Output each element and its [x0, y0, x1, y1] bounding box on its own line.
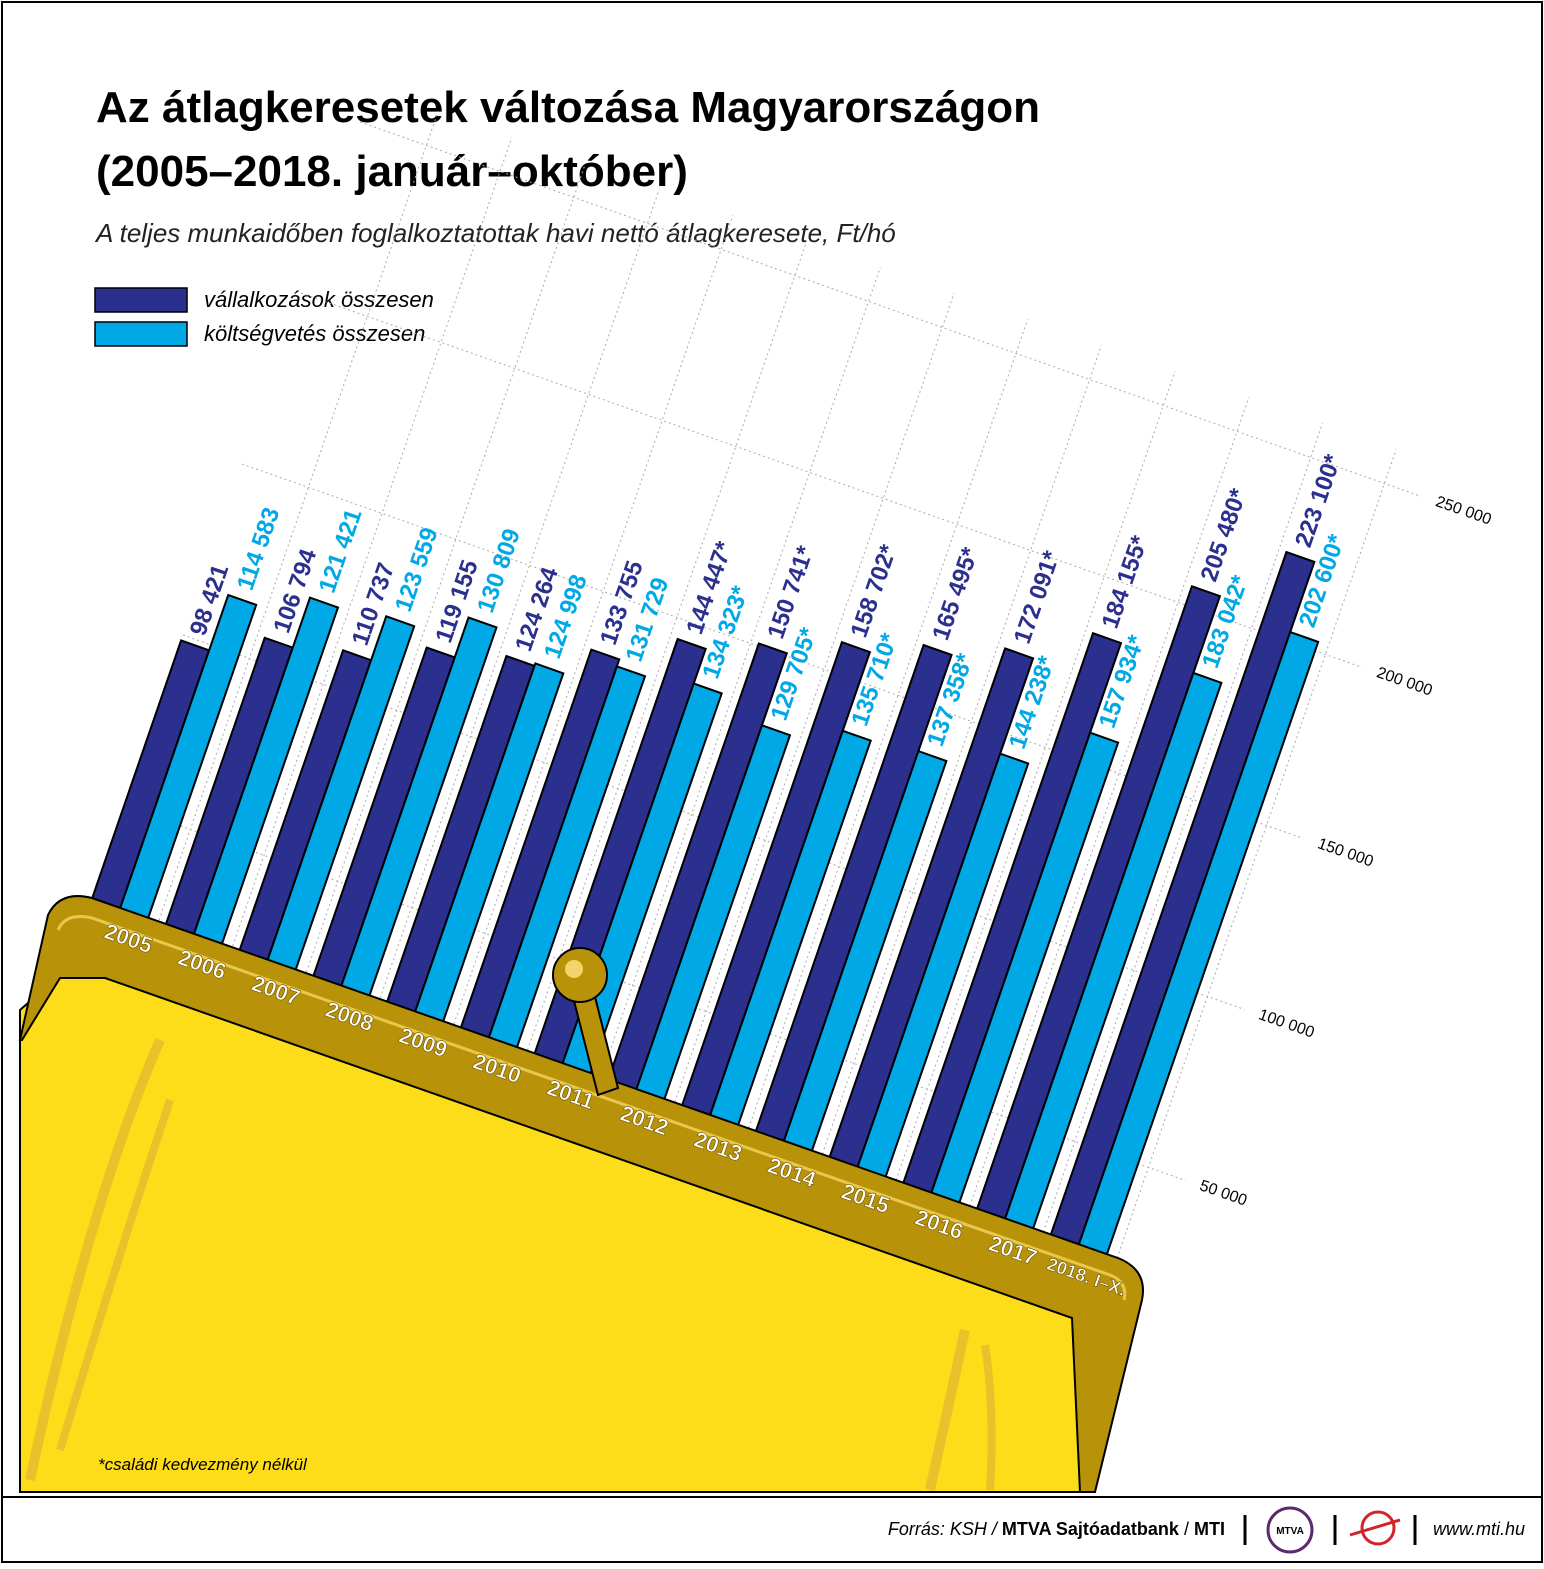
- column-guide: [867, 371, 1176, 1261]
- chart-title: Az átlagkeresetek változása Magyarország…: [96, 83, 1040, 132]
- logo: [1266, 1506, 1314, 1554]
- column-guide: [941, 397, 1250, 1287]
- legend-swatch: [94, 321, 188, 347]
- column-guide: [1015, 423, 1324, 1313]
- purse-fold: [925, 1328, 970, 1492]
- column-guide: [351, 189, 660, 1079]
- footnote: *családi kedvezmény nélkül: [98, 1455, 308, 1474]
- purse-fold: [25, 1037, 165, 1482]
- source: Forrás: KSH / MTVA Sajtóadatbank / MTI: [888, 1519, 1225, 1539]
- column-guide: [499, 241, 808, 1131]
- website: www.mti.hu: [1433, 1519, 1525, 1539]
- source-part: MTVA Sajtóadatbank: [1002, 1519, 1180, 1539]
- column-guide: [278, 163, 587, 1053]
- column-guide: [1088, 449, 1397, 1339]
- chart-subtitle: A teljes munkaidőben foglalkoztatottak h…: [94, 218, 896, 248]
- column-guide: [573, 267, 881, 1157]
- purse-fold: [56, 1098, 174, 1452]
- logo-text: MTVA: [1276, 1526, 1304, 1537]
- legend-swatch: [94, 287, 188, 313]
- legend: vállalkozások összesen költségvetés össze…: [94, 287, 434, 347]
- purse-frame: [18, 895, 1144, 1493]
- column-guide: [646, 293, 955, 1183]
- legend-label: költségvetés összesen: [204, 321, 425, 346]
- column-guide: [130, 111, 439, 1001]
- column-guide: [204, 137, 513, 1027]
- column-guide: [720, 319, 1029, 1209]
- chart-title: (2005–2018. január–október): [96, 147, 688, 196]
- logo: [1349, 1518, 1401, 1537]
- legend-label: vállalkozások összesen: [204, 287, 434, 312]
- purse-frame-highlight: [56, 915, 1127, 1301]
- purse-clasp: [565, 960, 583, 978]
- column-guide: [425, 215, 734, 1105]
- source-part: /: [1184, 1519, 1189, 1539]
- source-part: MTI: [1194, 1519, 1225, 1539]
- purse-fold: [981, 1344, 996, 1491]
- purse: [18, 895, 1144, 1493]
- column-guide: [794, 345, 1102, 1235]
- logo: [1360, 1510, 1396, 1546]
- source-part: Forrás: KSH /: [888, 1519, 999, 1539]
